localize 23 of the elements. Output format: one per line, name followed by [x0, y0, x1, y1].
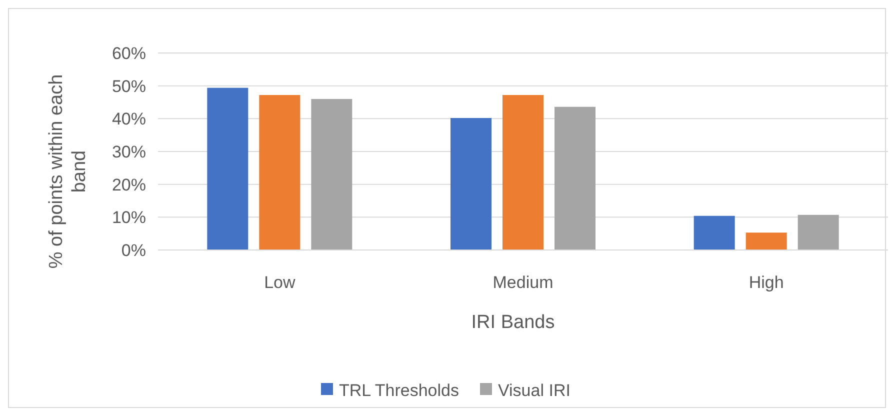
bar — [311, 98, 352, 250]
bar — [554, 106, 596, 250]
y-tick-label: 20% — [112, 175, 146, 194]
legend-label: TRL Thresholds — [339, 380, 459, 400]
legend-label: Visual IRI — [498, 380, 570, 400]
bar — [207, 88, 248, 250]
x-tick-label: Low — [264, 273, 296, 292]
y-tick-label: 40% — [112, 110, 146, 129]
y-axis-title: % of points within each band — [46, 74, 90, 269]
x-tick-label: Medium — [492, 273, 554, 292]
x-tick-label: High — [748, 273, 784, 292]
bar — [450, 118, 492, 250]
y-tick-label: 0% — [121, 240, 146, 260]
bar — [798, 214, 839, 250]
bar — [259, 95, 300, 250]
bar — [502, 95, 544, 250]
y-tick-label: 30% — [112, 142, 146, 162]
y-tick-label: 10% — [112, 208, 146, 228]
y-tick-label: 60% — [112, 44, 146, 63]
x-axis-title: IRI Bands — [471, 312, 555, 333]
bar — [746, 232, 787, 250]
bar — [694, 216, 735, 250]
y-tick-label: 50% — [112, 76, 146, 96]
